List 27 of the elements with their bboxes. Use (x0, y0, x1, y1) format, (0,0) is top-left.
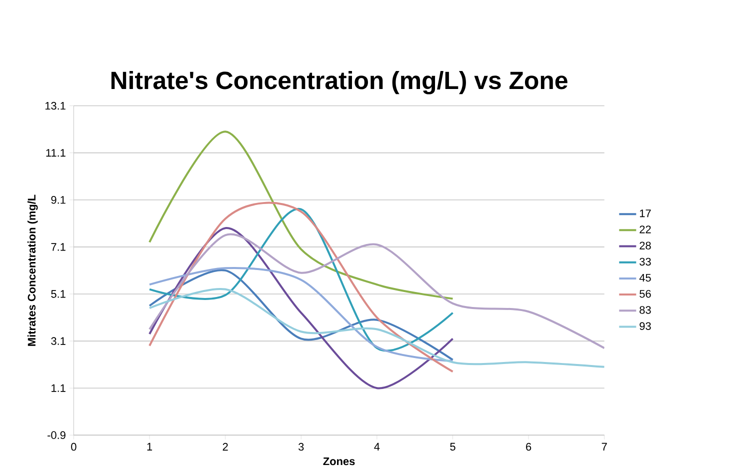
x-tick-label: 4 (374, 442, 380, 450)
x-tick-label: 0 (71, 442, 76, 451)
legend-label: 22 (640, 226, 651, 234)
x-tick-label: 3 (298, 442, 304, 451)
y-tick-label: 5.1 (51, 290, 66, 298)
x-tick-label: 1 (147, 442, 152, 450)
y-tick-label: 9.1 (51, 196, 66, 204)
legend-label: 33 (640, 258, 651, 266)
x-tick-label: 7 (602, 442, 607, 450)
legend-label: 93 (640, 322, 651, 330)
legend-label: 56 (640, 290, 651, 298)
x-tick-label: 6 (526, 442, 532, 451)
y-tick-label: -0.9 (48, 431, 66, 440)
legend-label: 17 (640, 210, 651, 218)
y-tick-label: 3.1 (51, 337, 66, 345)
y-tick-label: 7.1 (51, 243, 66, 251)
y-tick-label: 1.1 (52, 384, 66, 392)
legend-label: 45 (639, 274, 651, 282)
x-axis-title: Zones (323, 458, 355, 466)
chart-title: Nitrate's Concentration (mg/L) vs Zone (111, 70, 568, 94)
y-tick-label: 13.1 (45, 102, 66, 110)
legend-label: 83 (640, 306, 651, 314)
y-axis-title: Mitrates Concentration (mg/L (28, 194, 38, 346)
y-tick-label: 11.1 (46, 149, 66, 157)
legend-label: 28 (640, 242, 651, 250)
x-tick-label: 5 (450, 442, 456, 451)
x-tick-label: 2 (222, 442, 228, 451)
